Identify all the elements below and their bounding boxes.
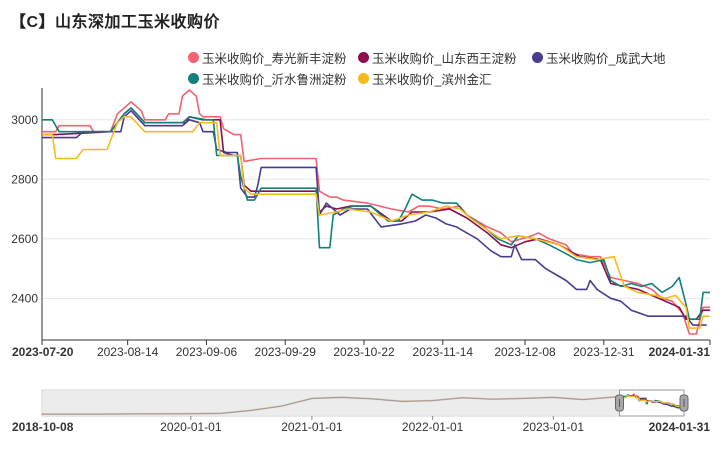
legend-label: 玉米收购价_滨州金汇 [372, 73, 492, 87]
navigator-tick-label: 2023-01-01 [523, 420, 585, 434]
navigator-unselected-area [43, 391, 620, 415]
navigator-history-line [42, 396, 620, 415]
legend-label: 玉米收购价_成武大地 [546, 52, 666, 66]
navigator-tick-label: 2018-10-08 [12, 420, 74, 434]
legend-marker-icon [358, 52, 369, 63]
navigator: 2018-10-08 2020-01-01 2021-01-01 2022-01-01… [12, 389, 711, 434]
x-tick-label: 2023-09-29 [255, 345, 317, 359]
navigator-tick-label: 2020-01-01 [160, 420, 222, 434]
legend-item[interactable]: 玉米收购价_沂水鲁洲淀粉 [188, 69, 346, 88]
x-tick-label: 2023-09-06 [176, 345, 238, 359]
series-line [42, 116, 710, 329]
navigator-history-line [42, 395, 620, 415]
navigator-tick-label: 2021-01-01 [281, 420, 343, 434]
navigator-history-line [42, 396, 620, 415]
y-tick-label: 2800 [11, 172, 38, 186]
legend-label: 玉米收购价_沂水鲁洲淀粉 [202, 73, 347, 87]
navigator-tick-label: 2022-01-01 [402, 420, 464, 434]
y-tick-label: 2400 [11, 291, 38, 305]
x-tick-label: 2023-08-14 [97, 345, 159, 359]
axes: 2400 2600 2800 3000 2023-07-20 2023-08-14 2023… [11, 88, 711, 359]
navigator-history-line [42, 395, 620, 415]
legend-marker-icon [188, 52, 199, 63]
navigator-series-line [619, 394, 684, 410]
x-tick-label: 2023-11-14 [413, 345, 474, 359]
legend-marker-icon [532, 52, 543, 63]
y-tick-label: 2600 [11, 232, 38, 246]
legend-marker-icon [188, 73, 199, 84]
navigator-tick-label: 2024-01-31 [649, 420, 711, 434]
series-line [42, 89, 710, 335]
navigator-history-line [42, 396, 620, 415]
series-line [42, 107, 710, 320]
x-tick-label: 2024-01-31 [649, 345, 711, 359]
navigator-selection[interactable] [619, 389, 685, 417]
legend-marker-icon [358, 73, 369, 84]
series-line [42, 110, 707, 326]
series-lines [42, 89, 710, 335]
legend-item[interactable]: 玉米收购价_山东西王淀粉 [358, 48, 516, 67]
y-tick-label: 3000 [11, 113, 38, 127]
page-title: 【C】山东深加工玉米收购价 [10, 14, 221, 31]
legend-item[interactable]: 玉米收购价_成武大地 [532, 48, 665, 67]
legend-item[interactable]: 玉米收购价_滨州金汇 [358, 69, 491, 88]
legend-label: 玉米收购价_寿光新丰淀粉 [202, 52, 347, 66]
x-tick-label: 2023-12-31 [573, 345, 635, 359]
legend-item[interactable]: 玉米收购价_寿光新丰淀粉 [188, 48, 346, 67]
x-tick-label: 2023-07-20 [12, 345, 74, 359]
x-tick-label: 2023-12-08 [494, 345, 556, 359]
x-tick-label: 2023-10-22 [333, 345, 395, 359]
legend-label: 玉米收购价_山东西王淀粉 [372, 52, 517, 66]
